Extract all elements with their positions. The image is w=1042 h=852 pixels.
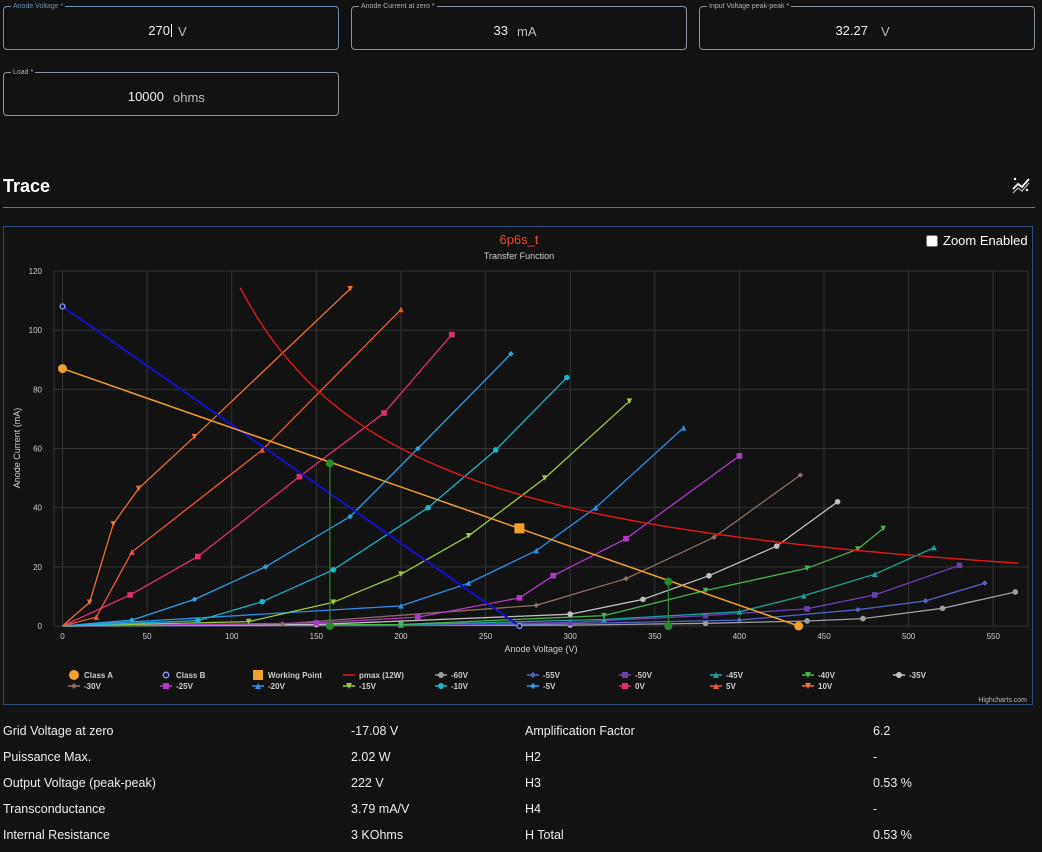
input-voltage-field[interactable]: Input Voltage peak-peak * 32.27 V	[699, 1, 1035, 50]
zoom-label: Zoom Enabled	[943, 233, 1028, 248]
stat-value: 3.79 mA/V	[351, 802, 410, 816]
anode-voltage-unit: V	[178, 24, 187, 39]
stats-row: Output Voltage (peak-peak) 222 V H3 0.53…	[0, 774, 1042, 800]
anode-voltage-field[interactable]: Anode Voltage * 270 V	[3, 1, 339, 50]
stat-label: Puissance Max.	[3, 750, 92, 764]
section-divider	[3, 207, 1035, 208]
trace-chart-icon[interactable]	[1010, 174, 1032, 196]
stat-label: Internal Resistance	[3, 828, 111, 842]
stat-label: H2	[525, 750, 541, 764]
text-caret	[171, 24, 172, 37]
stat-label: H Total	[525, 828, 564, 842]
chart-container[interactable]	[3, 226, 1033, 705]
anode-current-unit: mA	[517, 24, 537, 39]
input-voltage-input[interactable]: 32.27	[835, 23, 868, 38]
stat-value: -	[873, 802, 878, 816]
load-input[interactable]: 10000	[127, 89, 164, 104]
load-label: Load *	[11, 67, 36, 78]
stats-row: Puissance Max. 2.02 W H2 -	[0, 748, 1042, 774]
anode-voltage-value: 270	[148, 23, 170, 38]
input-voltage-label: Input Voltage peak-peak *	[707, 1, 792, 12]
anode-current-field[interactable]: Anode Current at zero * 33 mA	[351, 1, 687, 50]
load-unit: ohms	[173, 90, 205, 105]
stat-label: H3	[525, 776, 541, 790]
stat-value: 6.2	[873, 724, 891, 738]
stat-label: Grid Voltage at zero	[3, 724, 114, 738]
stat-value: 2.02 W	[351, 750, 391, 764]
stat-label: Output Voltage (peak-peak)	[3, 776, 156, 790]
stats-row: Internal Resistance 3 KOhms H Total 0.53…	[0, 826, 1042, 852]
anode-current-input[interactable]: 33	[493, 23, 508, 38]
input-voltage-unit: V	[881, 24, 890, 39]
stat-label: Amplification Factor	[525, 724, 635, 738]
anode-voltage-label: Anode Voltage *	[11, 1, 66, 12]
zoom-toggle[interactable]: Zoom Enabled	[926, 233, 1028, 248]
stats-row: Grid Voltage at zero -17.08 V Amplificat…	[0, 722, 1042, 748]
zoom-checkbox[interactable]	[926, 234, 938, 247]
anode-voltage-input[interactable]: 270	[148, 23, 172, 38]
load-field[interactable]: Load * 10000 ohms	[3, 67, 339, 116]
stat-value: -17.08 V	[351, 724, 399, 738]
stat-label: H4	[525, 802, 541, 816]
stat-value: 0.53 %	[873, 776, 912, 790]
stat-value: 0.53 %	[873, 828, 912, 842]
section-title: Trace	[3, 176, 51, 196]
stat-value: -	[873, 750, 878, 764]
anode-current-label: Anode Current at zero *	[359, 1, 437, 12]
stats-row: Transconductance 3.79 mA/V H4 -	[0, 800, 1042, 826]
stat-value: 222 V	[351, 776, 384, 790]
stat-label: Transconductance	[3, 802, 106, 816]
stat-value: 3 KOhms	[351, 828, 404, 842]
